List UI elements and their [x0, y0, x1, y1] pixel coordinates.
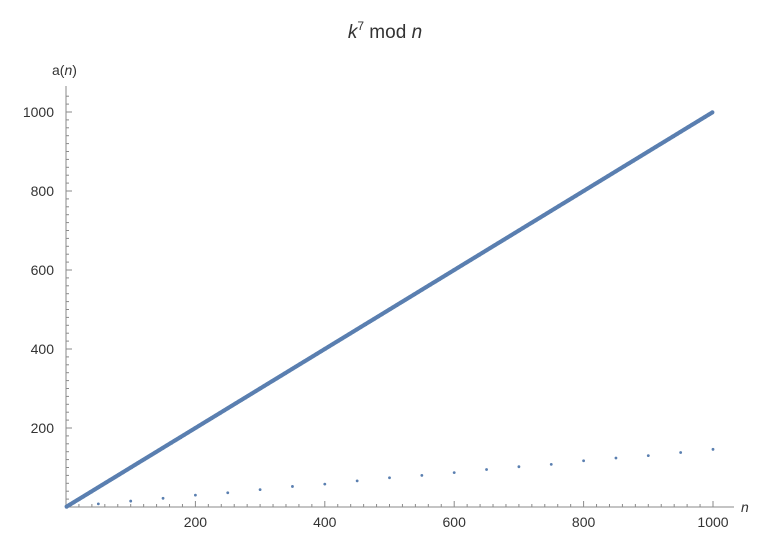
y-tick-label: 600	[31, 262, 55, 278]
sparse-series-point	[420, 474, 424, 477]
ticks: 200 400 600 800 1000 200 400 600 800 1000	[23, 95, 729, 530]
y-tick-label: 200	[31, 420, 55, 436]
y-axis-label-func: a(	[52, 62, 65, 78]
plot-points	[64, 110, 715, 509]
y-axis-label-variable: n	[64, 62, 72, 78]
y-tick-label: 1000	[23, 104, 54, 120]
y-tick-label: 800	[31, 183, 55, 199]
sparse-series-point	[549, 462, 553, 466]
x-tick-label: 400	[313, 514, 337, 530]
sparse-series-point	[646, 454, 650, 458]
sparse-series-point	[226, 491, 230, 495]
x-tick-label: 1000	[697, 514, 728, 530]
sparse-series-point	[452, 471, 456, 475]
sparse-series-point	[582, 459, 585, 463]
y-axis-label: a(n)	[52, 62, 77, 78]
x-tick-label: 800	[572, 514, 596, 530]
line-series-point	[710, 110, 715, 115]
y-tick-label: 400	[31, 341, 55, 357]
sparse-series-point	[711, 447, 715, 451]
x-axis-label: n	[741, 499, 749, 515]
sparse-series-point	[258, 488, 262, 492]
chart-title-rest: mod	[364, 22, 412, 43]
x-tick-label: 600	[443, 514, 467, 530]
chart-title-superscript: 7	[357, 19, 364, 33]
sparse-series-point	[96, 502, 100, 506]
y-axis-label-close: )	[72, 62, 77, 78]
sparse-series-point	[614, 456, 618, 460]
chart-title-variable: n	[412, 22, 423, 43]
sparse-series-point	[517, 465, 521, 469]
sparse-series-point	[388, 476, 391, 480]
sparse-series-point	[194, 493, 197, 497]
chart-title-base: k	[348, 22, 359, 43]
sparse-series-point	[355, 479, 359, 483]
sparse-series-point	[291, 485, 294, 488]
sparse-series-point	[161, 496, 165, 500]
sparse-series-point	[679, 451, 683, 454]
sparse-series-point	[129, 499, 133, 503]
sparse-series-point	[485, 468, 488, 471]
x-tick-label: 200	[184, 514, 208, 530]
sparse-series-point	[323, 482, 327, 486]
chart-title: k7 mod n	[348, 19, 422, 43]
